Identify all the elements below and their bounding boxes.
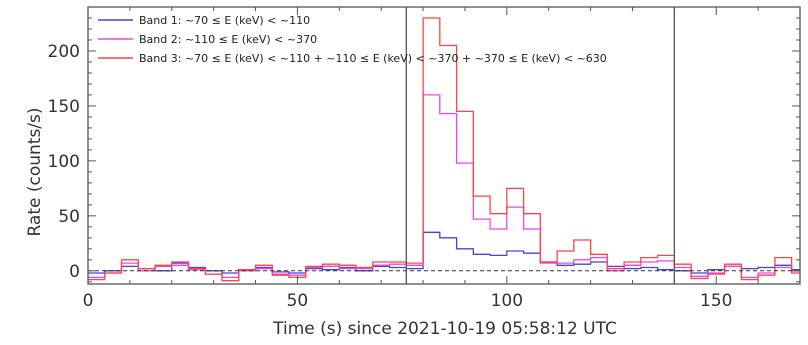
x-axis-title: Time (s) since 2021-10-19 05:58:12 UTC bbox=[272, 319, 617, 339]
x-tick-label-150: 150 bbox=[700, 291, 732, 311]
legend-label-band-3: Band 3: ~70 ≤ E (keV) < ~110 + ~110 ≤ E … bbox=[139, 52, 607, 65]
series-line-band-3 bbox=[88, 17, 800, 282]
x-tick-label-50: 50 bbox=[287, 291, 309, 311]
axes: 0 50 100 150 0 50 100 150 200 bbox=[48, 6, 801, 311]
legend-label-band-2: Band 2: ~110 ≤ E (keV) < ~370 bbox=[139, 33, 317, 46]
y-tick-label-200: 200 bbox=[48, 42, 80, 62]
y-tick-label-100: 100 bbox=[48, 152, 80, 172]
y-tick-label-150: 150 bbox=[48, 97, 80, 117]
x-tick-label-0: 0 bbox=[83, 291, 94, 311]
y-tick-label-50: 50 bbox=[58, 207, 80, 227]
y-tick-label-0: 0 bbox=[69, 262, 80, 282]
reference-lines bbox=[88, 7, 800, 284]
legend: Band 1: ~70 ≤ E (keV) < ~110 Band 2: ~110… bbox=[98, 14, 607, 65]
x-tick-label-100: 100 bbox=[491, 291, 523, 311]
plot-frame bbox=[87, 6, 801, 285]
legend-label-band-1: Band 1: ~70 ≤ E (keV) < ~110 bbox=[139, 14, 310, 27]
y-axis-title: Rate (counts/s) bbox=[25, 107, 45, 236]
